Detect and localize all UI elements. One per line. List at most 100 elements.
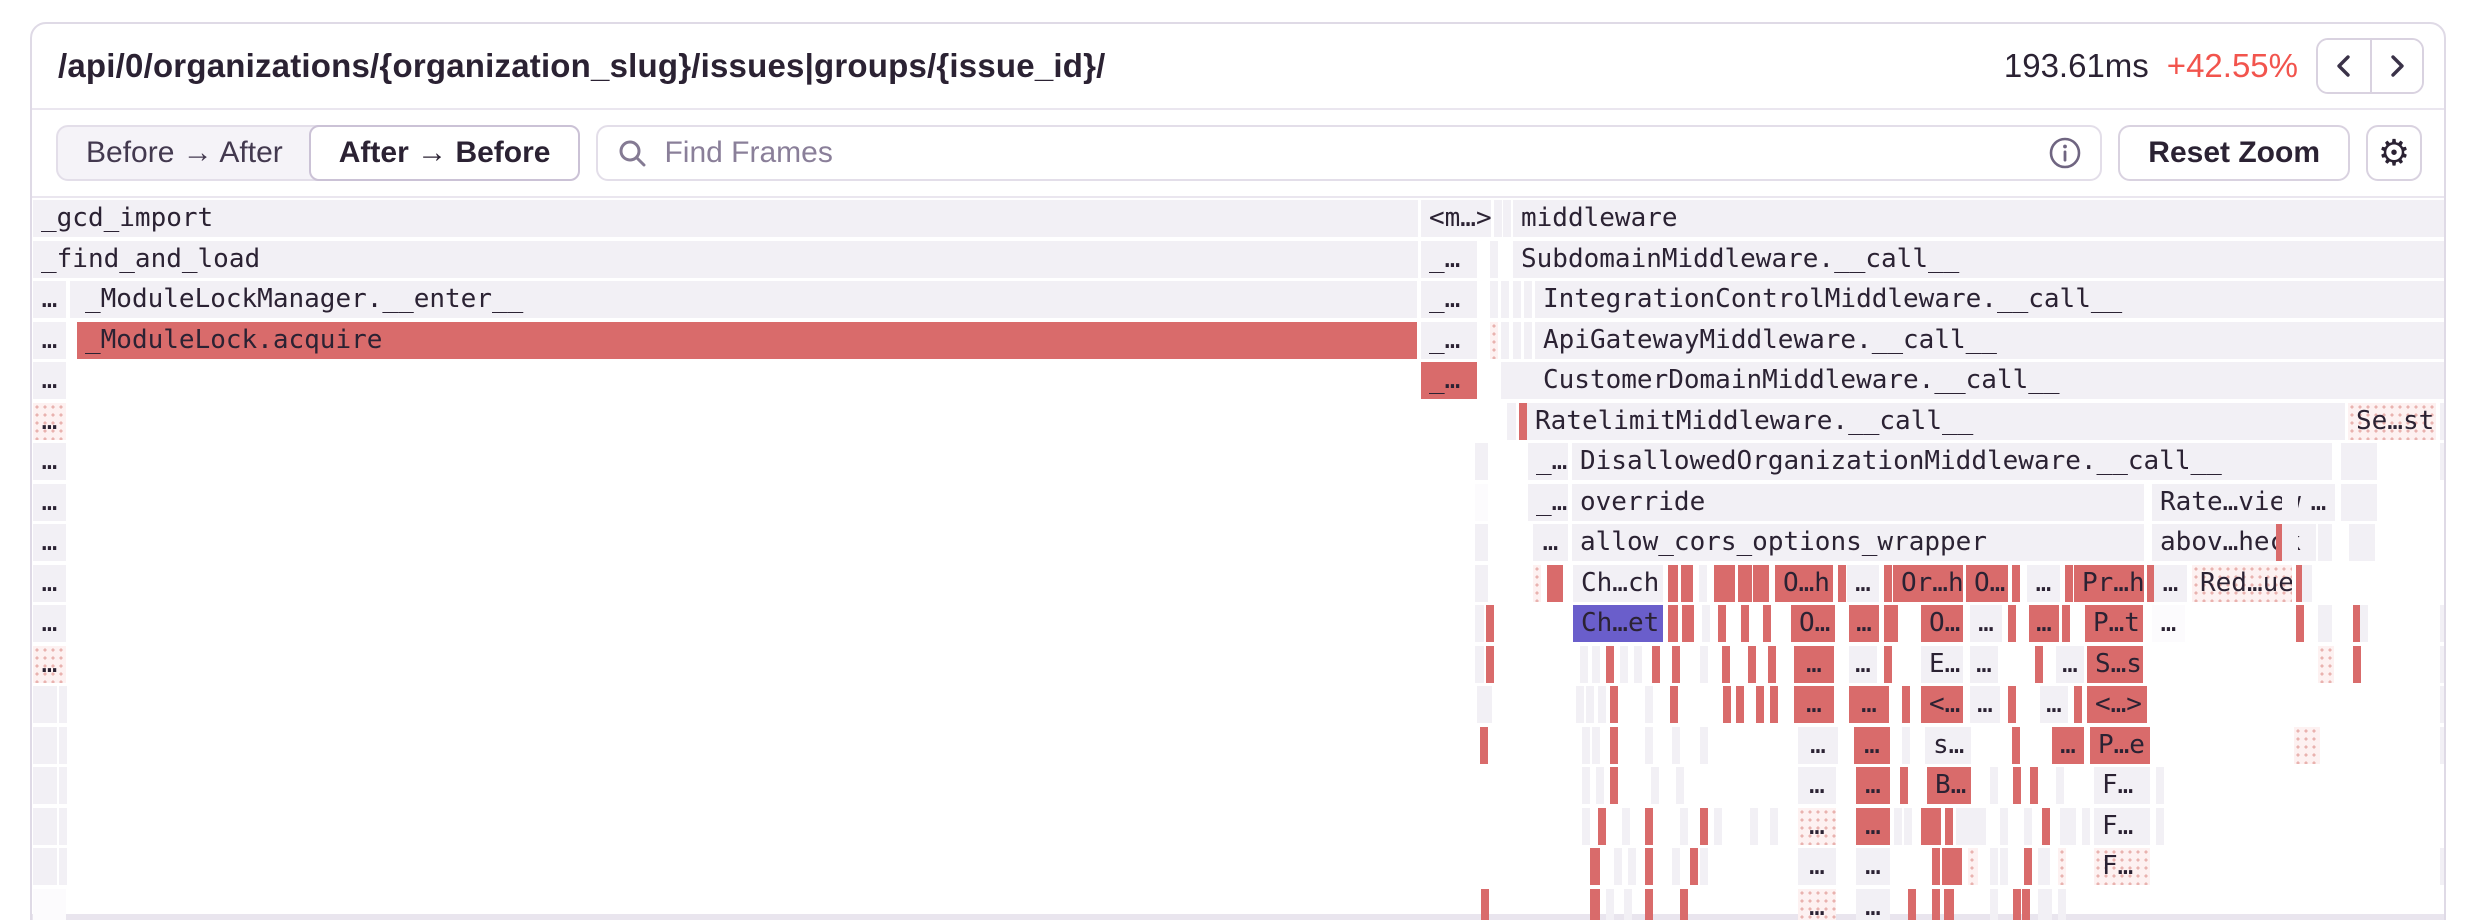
flame-frame[interactable] [2000, 808, 2008, 845]
flame-frame[interactable]: _ModuleLockManager.__enter__ [77, 281, 1417, 318]
flame-frame[interactable]: <…> [2087, 686, 2147, 723]
flame-frame[interactable]: … [1849, 686, 1889, 723]
flame-frame[interactable]: E… [1921, 646, 1963, 683]
flame-frame[interactable] [2024, 848, 2032, 885]
flame-frame[interactable] [2296, 605, 2304, 642]
flame-frame[interactable] [1515, 362, 1523, 399]
flame-frame[interactable]: S…s [2087, 646, 2143, 683]
flame-frame[interactable] [1681, 565, 1693, 602]
flame-frame[interactable]: … [33, 524, 66, 561]
flame-frame[interactable] [1513, 322, 1521, 359]
flame-frame[interactable] [2000, 848, 2008, 885]
flame-frame[interactable]: … [2152, 605, 2185, 642]
flame-frame[interactable]: Red…ue [2192, 565, 2292, 602]
flame-frame[interactable] [1628, 848, 1636, 885]
flame-frame[interactable]: … [1854, 727, 1890, 764]
flame-frame[interactable]: Rate…view [2152, 484, 2302, 521]
flame-frame[interactable] [1645, 889, 1653, 920]
flame-frame[interactable] [1700, 848, 1708, 885]
flame-frame[interactable] [1756, 686, 1764, 723]
flame-frame[interactable] [1490, 322, 1498, 359]
flame-frame[interactable] [2156, 808, 2164, 845]
flame-frame[interactable] [1524, 281, 1532, 318]
flame-frame[interactable] [1672, 727, 1680, 764]
flame-frame[interactable]: … [2302, 484, 2335, 521]
flame-frame[interactable]: … [2027, 565, 2060, 602]
flame-frame[interactable] [1680, 889, 1688, 920]
flame-frame[interactable] [2440, 403, 2444, 440]
flame-frame[interactable] [1513, 281, 1521, 318]
flame-frame[interactable] [1668, 565, 1678, 602]
segment-after-before[interactable]: After → Before [308, 125, 581, 181]
flame-frame[interactable] [1501, 362, 1509, 399]
flame-frame[interactable] [1900, 767, 1908, 804]
flame-frame[interactable]: … [1794, 686, 1834, 723]
flame-frame[interactable]: SubdomainMiddleware.__call__ [1513, 241, 2444, 278]
flame-frame[interactable]: … [33, 443, 66, 480]
flame-frame[interactable] [1651, 767, 1659, 804]
flame-frame[interactable]: … [1856, 889, 1890, 920]
flame-frame[interactable]: … [33, 565, 66, 602]
flame-frame[interactable]: … [1970, 646, 1998, 683]
flame-frame[interactable] [2302, 565, 2312, 602]
flame-frame[interactable] [1484, 686, 1492, 723]
flame-frame[interactable] [2318, 646, 2334, 683]
flame-frame[interactable] [33, 686, 57, 723]
flame-frame[interactable]: … [33, 484, 66, 521]
flame-frame[interactable]: … [33, 362, 66, 399]
flame-frame[interactable] [1714, 565, 1722, 602]
flame-frame[interactable]: <m…> [1421, 200, 1491, 237]
flame-frame[interactable] [1838, 565, 1846, 602]
flame-frame[interactable] [1475, 484, 1488, 521]
flame-frame[interactable] [1942, 848, 1962, 885]
flame-frame[interactable] [1521, 362, 1529, 399]
flame-frame[interactable] [2013, 889, 2021, 920]
flame-frame[interactable] [1890, 605, 1898, 642]
flame-frame[interactable] [2060, 808, 2076, 845]
flame-frame[interactable] [1714, 808, 1722, 845]
flame-frame[interactable] [1690, 848, 1698, 885]
flame-frame[interactable]: F… [2094, 848, 2150, 885]
flame-frame[interactable]: Ch…et [1573, 605, 1663, 642]
flame-frame[interactable] [1768, 646, 1776, 683]
flame-frame[interactable]: CustomerDomainMiddleware.__call__ [1535, 362, 2444, 399]
flame-frame[interactable]: … [33, 403, 66, 440]
flame-frame[interactable] [2318, 524, 2332, 561]
flame-frame[interactable] [2156, 767, 2164, 804]
flame-frame[interactable] [2035, 646, 2043, 683]
flame-frame[interactable] [1652, 646, 1660, 683]
flame-frame[interactable] [2030, 767, 2038, 804]
flame-frame[interactable]: … [33, 646, 66, 683]
flame-frame[interactable] [1945, 808, 1953, 845]
flame-frame[interactable]: … [1849, 646, 1877, 683]
flame-frame[interactable] [1760, 565, 1769, 602]
flame-frame[interactable] [1592, 646, 1600, 683]
flame-frame[interactable] [1748, 646, 1756, 683]
flame-frame[interactable] [1990, 767, 1998, 804]
flame-frame[interactable]: … [2052, 727, 2084, 764]
flame-frame[interactable] [1610, 686, 1618, 723]
search-input[interactable] [662, 135, 2035, 171]
flame-frame[interactable] [2022, 889, 2030, 920]
flame-frame[interactable]: … [33, 281, 66, 318]
flame-frame[interactable] [1680, 808, 1688, 845]
flame-frame[interactable] [1932, 889, 1940, 920]
flame-frame[interactable] [1884, 646, 1892, 683]
flame-frame[interactable] [2042, 808, 2050, 845]
flame-frame[interactable] [1486, 646, 1494, 683]
flame-frame[interactable] [2302, 727, 2320, 764]
flame-frame[interactable] [1501, 322, 1509, 359]
flame-frame[interactable]: … [33, 322, 66, 359]
flame-frame[interactable]: … [1798, 848, 1836, 885]
flame-frame[interactable]: _find_and_load [33, 241, 1418, 278]
flame-frame[interactable] [2349, 443, 2377, 480]
flame-frame[interactable] [1477, 686, 1485, 723]
flame-frame[interactable] [2440, 727, 2444, 764]
flame-frame[interactable] [1723, 686, 1731, 723]
flame-frame[interactable] [1606, 646, 1614, 683]
flame-frame[interactable] [2296, 565, 2304, 602]
flame-frame[interactable]: _… [1528, 484, 1568, 521]
flame-frame[interactable]: … [1798, 808, 1836, 845]
flame-frame[interactable] [1722, 646, 1730, 683]
flame-frame[interactable] [1770, 686, 1778, 723]
